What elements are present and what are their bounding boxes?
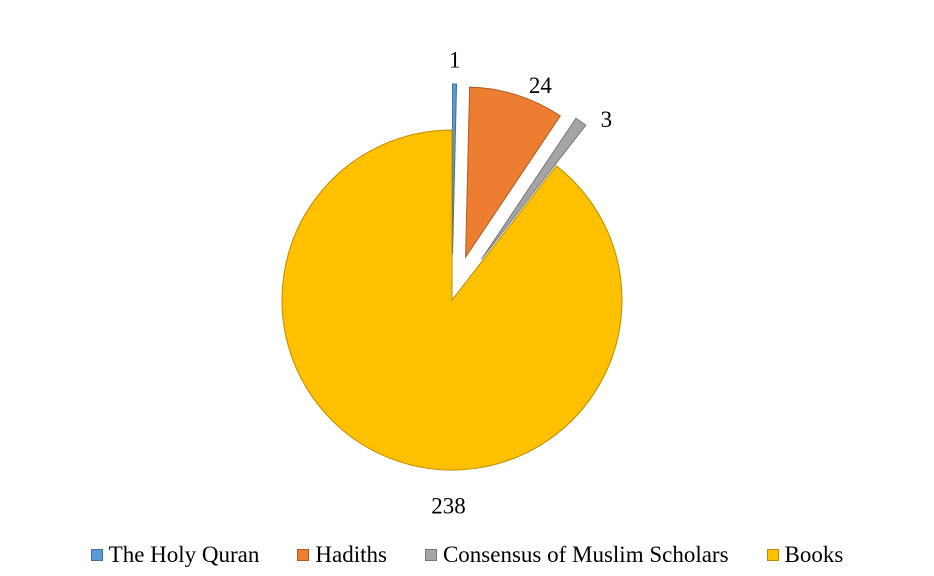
legend-swatch-consensus-of-muslim-scholars: [424, 549, 437, 561]
pie-slice-hadiths[interactable]: [465, 86, 561, 259]
data-label-the-holy-quran: 1: [449, 47, 461, 72]
legend-item-books[interactable]: Books: [766, 542, 844, 568]
legend-label: Consensus of Muslim Scholars: [442, 542, 729, 567]
legend-swatch-books: [766, 549, 779, 561]
pie-slice-books[interactable]: [281, 129, 623, 471]
pie-slices: [281, 83, 623, 471]
pie-slice-the-holy-quran[interactable]: [452, 83, 458, 255]
data-label-books: 238: [431, 493, 466, 518]
legend-label: Hadiths: [315, 542, 387, 567]
legend: The Holy Quran Hadiths Consensus of Musl…: [0, 538, 934, 572]
legend-swatch-the-holy-quran: [90, 549, 103, 561]
legend-item-consensus-of-muslim-scholars[interactable]: Consensus of Muslim Scholars: [424, 542, 729, 568]
legend-swatch-hadiths: [297, 549, 310, 561]
legend-label: The Holy Quran: [108, 542, 260, 567]
legend-label: Books: [784, 542, 844, 567]
legend-item-the-holy-quran[interactable]: The Holy Quran: [90, 542, 260, 568]
data-label-hadiths: 24: [529, 73, 553, 98]
data-label-consensus-of-muslim-scholars: 3: [601, 107, 613, 132]
pie-slice-consensus-of-muslim-scholars[interactable]: [480, 117, 587, 260]
data-labels: 1 24 3 238: [431, 47, 612, 518]
legend-item-hadiths[interactable]: Hadiths: [297, 542, 387, 568]
